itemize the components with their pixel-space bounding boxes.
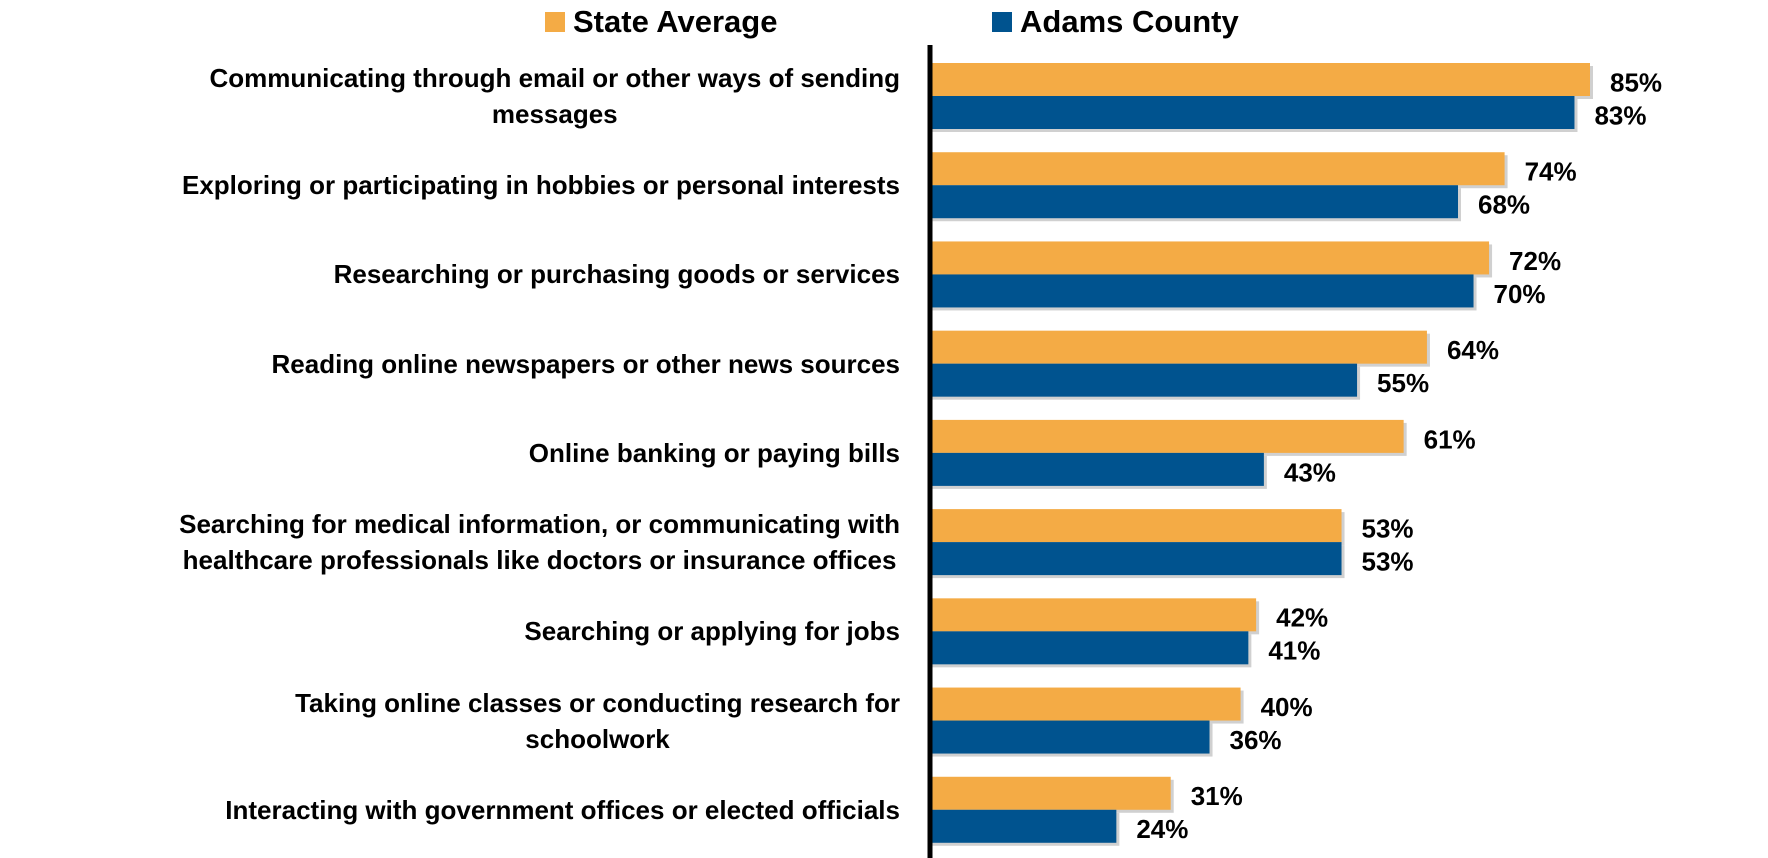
- bar: [930, 631, 1249, 665]
- value-label: 70%: [1494, 279, 1546, 309]
- value-label: 64%: [1447, 335, 1499, 365]
- value-label: 24%: [1136, 814, 1188, 844]
- value-label: 72%: [1509, 246, 1561, 276]
- category-label: Online banking or paying bills: [528, 437, 900, 468]
- category-label: Exploring or participating in hobbies or…: [182, 170, 900, 201]
- bar: [930, 598, 1257, 632]
- value-label: 31%: [1191, 781, 1243, 811]
- value-label: 55%: [1377, 368, 1429, 398]
- bar: [930, 363, 1358, 397]
- legend-swatch: [992, 12, 1012, 32]
- bar: [930, 419, 1404, 453]
- category-label: Reading online newspapers or other news …: [271, 348, 901, 379]
- legend-label: State Average: [573, 4, 777, 39]
- value-label: 68%: [1478, 190, 1530, 220]
- bar: [930, 542, 1342, 576]
- value-label: 74%: [1525, 157, 1577, 187]
- bar: [930, 241, 1490, 275]
- value-label: 36%: [1230, 725, 1282, 755]
- bar: [930, 452, 1264, 486]
- value-label: 40%: [1261, 692, 1313, 722]
- legend-swatch: [545, 12, 565, 32]
- value-label: 61%: [1424, 424, 1476, 454]
- bar: [930, 509, 1342, 543]
- bar: [930, 330, 1427, 364]
- value-label: 41%: [1268, 636, 1320, 666]
- category-label: Researching or purchasing goods or servi…: [333, 259, 900, 290]
- legend-label: Adams County: [1020, 4, 1240, 39]
- bar: [930, 776, 1171, 810]
- category-label: Communicating through email or other way…: [209, 63, 901, 129]
- bar: [930, 687, 1241, 721]
- bar: [930, 274, 1474, 308]
- category-label: Searching for medical information, or co…: [179, 509, 900, 576]
- category-label: Interacting with government offices or e…: [225, 794, 900, 825]
- value-label: 53%: [1362, 546, 1414, 576]
- value-label: 53%: [1362, 513, 1414, 543]
- value-label: 83%: [1594, 100, 1646, 130]
- value-label: 42%: [1276, 603, 1328, 633]
- bar: [930, 185, 1458, 219]
- bar: [930, 720, 1210, 754]
- category-label: Searching or applying for jobs: [524, 616, 900, 647]
- bar: [930, 96, 1575, 129]
- value-label: 43%: [1284, 457, 1336, 487]
- bar: [930, 809, 1117, 843]
- value-label: 85%: [1610, 67, 1662, 97]
- bar: [930, 63, 1590, 96]
- bar: [930, 152, 1505, 186]
- category-label: Taking online classes or conducting rese…: [295, 687, 900, 754]
